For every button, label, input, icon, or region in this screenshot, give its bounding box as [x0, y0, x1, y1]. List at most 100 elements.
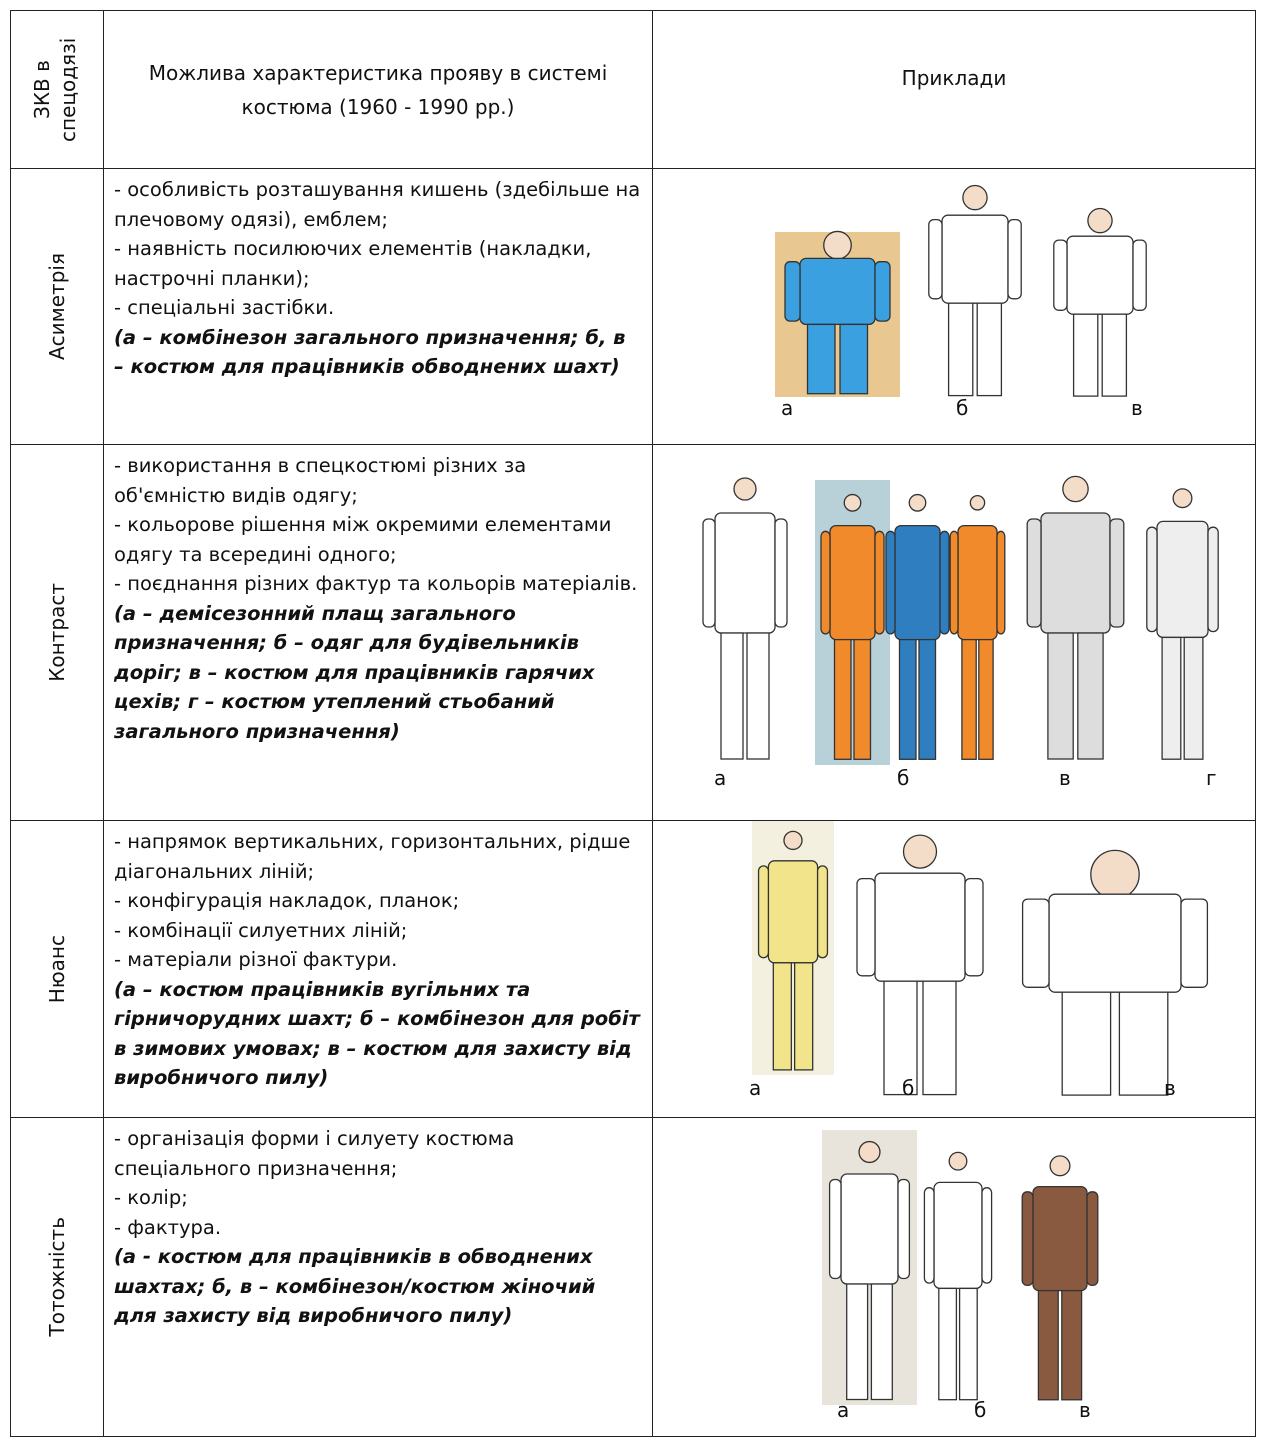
feature-line: - спеціальні застібки. [114, 296, 335, 319]
figure-head [1172, 488, 1193, 509]
figure-leg [1183, 636, 1204, 760]
figure-arm [885, 530, 896, 635]
figure-leg [1061, 1289, 1083, 1401]
figure-leg [846, 1283, 869, 1401]
figure-arm [949, 530, 959, 635]
figure-leg [793, 962, 814, 1071]
image-label: а [749, 1076, 762, 1100]
figure-arm [1026, 518, 1042, 628]
image-label: а [837, 1398, 850, 1422]
image-label: б [974, 1398, 987, 1422]
figure-leg [870, 1283, 893, 1401]
examples-cell [652, 444, 1256, 821]
feature-line: - комбінації силуетних ліній; [114, 918, 408, 942]
examples-note: (а - костюм для працівників в обводнених… [114, 1245, 596, 1327]
row-label-cell: Тотожність [10, 1117, 104, 1437]
row-label-cell: Нюанс [10, 820, 104, 1118]
figure-head [969, 494, 986, 511]
figure-arm [923, 1187, 935, 1284]
header-col2: Можлива характеристика прояву в системі … [148, 60, 608, 119]
figure-leg [976, 302, 1003, 397]
row-label: Контраст [45, 583, 69, 682]
figure-head [908, 493, 927, 512]
figure-leg [853, 638, 872, 760]
figure-arm [996, 530, 1006, 635]
row-label-cell: Контраст [10, 444, 104, 821]
feature-line: - фактура. [114, 1215, 222, 1239]
feature-line: - матеріали різної фактури. [114, 948, 398, 971]
figure-leg [839, 323, 869, 395]
figure-leg [1072, 313, 1099, 397]
figure-leg [958, 1287, 978, 1401]
figure-head [948, 1151, 968, 1171]
figure-leg [720, 632, 744, 760]
figure-head [858, 1140, 881, 1164]
figure-head [902, 834, 938, 869]
figure-arm [964, 877, 984, 977]
figure-leg [1061, 991, 1112, 1096]
figure-leg [1077, 632, 1104, 760]
image-label: г [1206, 766, 1217, 790]
figure-arm [1109, 518, 1125, 628]
image-label: б [956, 396, 969, 420]
figure-leg [1118, 991, 1169, 1096]
feature-line: - поєднання різних фактур та кольорів ма… [114, 572, 638, 595]
feature-line: - напрямок вертикальних, горизонтальних,… [114, 830, 631, 883]
figure-arm [939, 530, 950, 635]
figure-head [783, 830, 803, 851]
figure-arm [897, 1178, 911, 1280]
description-cell: - особливість розташування кишень (здебі… [103, 168, 653, 445]
examples-note: (а – демісезонний плащ загального призна… [114, 601, 595, 743]
figure-arm [1021, 1191, 1034, 1287]
figure-leg [1037, 1289, 1059, 1401]
feature-line: - використання в спецкостюмі різних за о… [114, 454, 527, 507]
figure-leg [1101, 313, 1128, 397]
row-label: Асиметрія [45, 252, 69, 360]
description-cell: - організація форми і силуету костюма сп… [103, 1117, 653, 1437]
figure-arm [828, 1178, 842, 1280]
examples-cell [652, 168, 1256, 445]
figure-head [1062, 475, 1089, 503]
figure-arm [1207, 526, 1219, 633]
figure-leg [922, 980, 957, 1096]
figure-arm [1132, 239, 1147, 311]
figure-head [962, 184, 988, 211]
examples-cell [652, 1117, 1256, 1437]
figure-leg [833, 638, 852, 760]
image-label: б [897, 766, 910, 790]
figure-arm [702, 518, 716, 628]
figure-arm [874, 261, 891, 322]
figure-arm [1146, 526, 1158, 633]
figure-arm [981, 1187, 993, 1284]
feature-line: - організація форми і силуету костюма сп… [114, 1127, 515, 1180]
figure-head [1049, 1155, 1071, 1177]
feature-line: - конфігурація накладок, планок; [114, 889, 460, 912]
row-label: Нюанс [45, 934, 69, 1004]
description-cell: - напрямок вертикальних, горизонтальних,… [103, 820, 653, 1118]
figure-leg [938, 1287, 958, 1401]
figure-leg [961, 638, 977, 760]
figure-arm [928, 218, 943, 300]
figure-arm [1086, 1191, 1099, 1287]
figure-arm [1007, 218, 1022, 300]
header-col3: Приклади [901, 66, 1007, 90]
feature-line: - особливість розташування кишень (здебі… [114, 178, 641, 231]
image-label: в [1079, 1398, 1091, 1422]
figure-head [843, 493, 862, 512]
figure-leg [1047, 632, 1074, 760]
figure-leg [772, 962, 793, 1071]
image-label: а [714, 766, 727, 790]
figure-arm [856, 877, 876, 977]
examples-note: (а – костюм працівників вугільних та гір… [114, 977, 640, 1090]
figure-head [733, 477, 757, 501]
figure-leg [746, 632, 770, 760]
row-label-cell: Асиметрія [10, 168, 104, 445]
figure-arm [874, 530, 885, 635]
feature-line: - колір; [114, 1186, 188, 1209]
row-label: Тотожність [45, 1217, 69, 1337]
image-label: в [1131, 396, 1143, 420]
figure-arm [774, 518, 788, 628]
figure-leg [1161, 636, 1182, 760]
